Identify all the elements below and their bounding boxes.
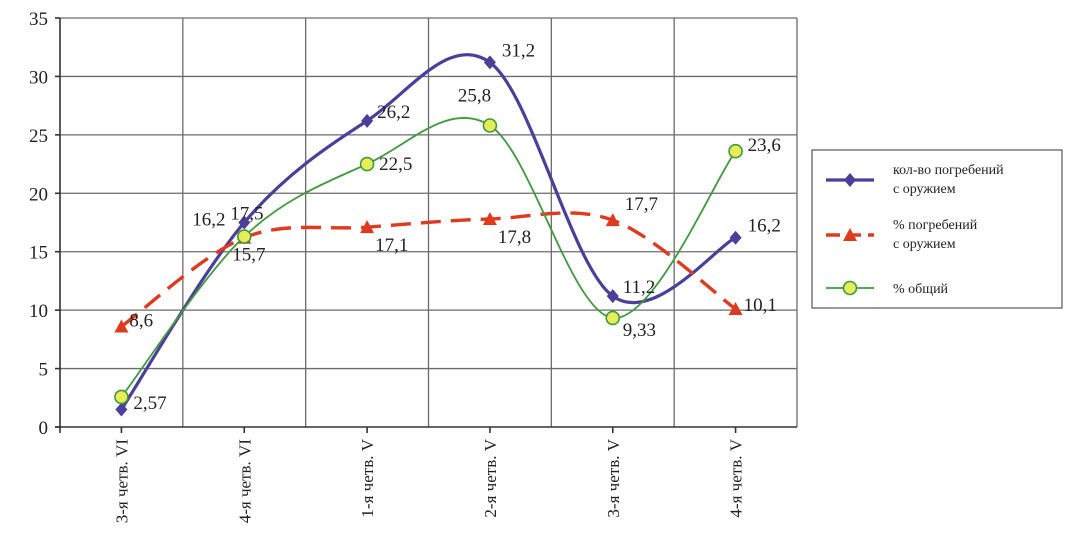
data-point-triangle: [114, 319, 129, 333]
data-label: 23,6: [748, 135, 781, 156]
legend-label: с оружием: [893, 182, 956, 197]
data-point-diamond: [729, 230, 742, 245]
data-point-circle: [605, 310, 621, 326]
y-tick-label: 20: [29, 184, 48, 205]
y-tick-label: 30: [29, 67, 48, 88]
legend: кол-во погребений с оружием % погребений с …: [811, 149, 1063, 309]
data-point-circle: [114, 389, 129, 405]
data-point-triangle: [605, 213, 620, 227]
y-tick-label: 25: [29, 126, 48, 147]
data-point-triangle: [482, 211, 497, 225]
data-label: 17,5: [230, 204, 263, 225]
legend-label: % погребений: [893, 218, 978, 233]
legend-swatch-marker: [842, 280, 858, 296]
data-label: 17,8: [498, 227, 531, 248]
legend-item: кол-во погребений с оружием: [826, 163, 1004, 197]
legend-label: кол-во погребений: [893, 163, 1004, 178]
data-point-circle: [728, 143, 743, 159]
legend-item: % погребений с оружием: [826, 218, 978, 252]
data-label: 10,1: [744, 295, 777, 316]
x-tick-label: 4-я четв. VI: [235, 439, 254, 524]
data-label: 26,2: [377, 102, 410, 123]
data-labels: 17,5 26,2 31,2 11,2 16,2 8,6 16,2 17,1 17,8 17,7 1…: [129, 40, 780, 414]
data-point-triangle: [360, 220, 375, 234]
series-line: [120, 211, 737, 328]
legend-item: % общий: [826, 280, 949, 297]
y-tick-label: 35: [29, 9, 48, 30]
data-point-circle: [482, 118, 498, 133]
series-line: [120, 117, 737, 398]
data-label: 9,33: [623, 320, 656, 341]
legend-swatch-marker: [844, 173, 856, 187]
x-tick-label: 1-я четв. V: [358, 438, 377, 517]
data-point-diamond: [606, 289, 619, 304]
x-tick-label: 3-я четв. VI: [112, 439, 131, 524]
legend-label: с оружием: [893, 237, 956, 252]
data-point-diamond: [115, 402, 128, 417]
data-label: 16,2: [748, 216, 781, 237]
data-point-circle: [359, 156, 375, 172]
data-label: 8,6: [129, 311, 153, 332]
data-point-diamond: [238, 215, 251, 230]
legend-label: % общий: [893, 282, 949, 297]
data-point-triangle: [728, 301, 743, 315]
data-label: 15,7: [232, 245, 265, 266]
data-label: 2,57: [133, 393, 166, 414]
data-label: 16,2: [192, 210, 225, 231]
data-point-circle: [236, 229, 252, 244]
data-label: 17,7: [625, 194, 658, 215]
y-tick-label: 5: [39, 360, 49, 381]
axes: 0 5 10 15 20 25 30 35 3-я четв. VI 4-я четв. VI 1-…: [29, 9, 797, 523]
data-point-diamond: [483, 55, 496, 70]
data-label: 31,2: [502, 40, 535, 61]
y-tick-label: 10: [29, 301, 48, 322]
y-tick-label: 0: [39, 418, 49, 439]
legend-box: [811, 149, 1063, 309]
x-tick-label: 3-я четв. V: [604, 438, 623, 517]
data-label: 17,1: [375, 235, 408, 256]
series-3: [114, 117, 743, 405]
data-label: 22,5: [379, 154, 412, 175]
y-tick-label: 15: [29, 243, 48, 264]
data-label: 25,8: [458, 86, 491, 107]
x-tick-label: 2-я четв. V: [481, 438, 500, 517]
x-tick-label: 4-я четв. V: [727, 438, 746, 517]
data-label: 11,2: [623, 277, 656, 298]
data-point-diamond: [361, 113, 374, 128]
series-layer: [114, 53, 743, 417]
legend-swatch-marker: [843, 228, 857, 241]
